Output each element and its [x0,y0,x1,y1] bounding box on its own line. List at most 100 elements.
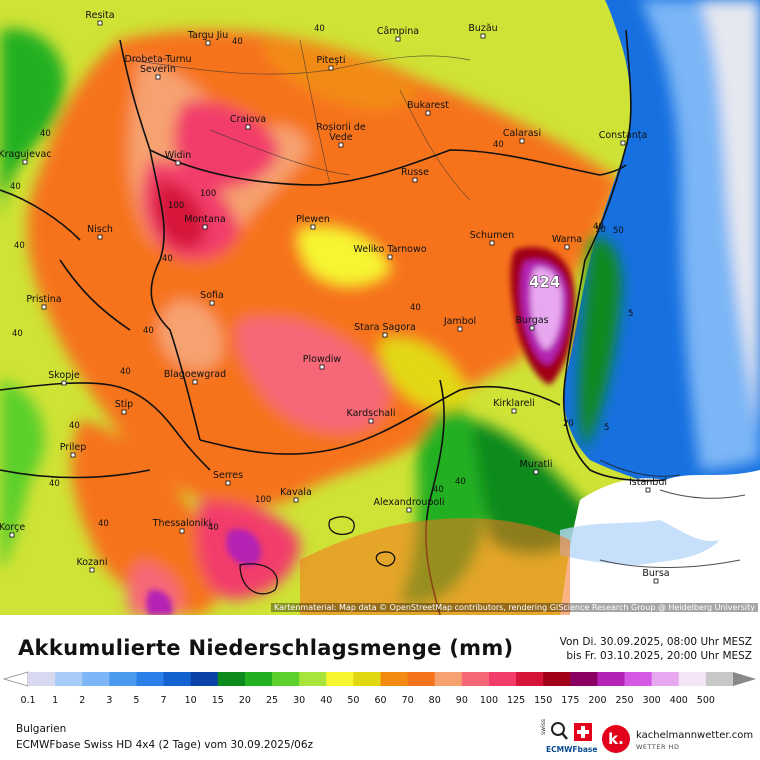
city-marker [89,567,95,573]
map-title: Akkumulierte Niederschlagsmenge (mm) [18,636,514,660]
city-name: Pristina [26,294,61,305]
contour-label-5: 40 [143,326,154,336]
legend-swatch-22 [624,672,653,686]
city-marker [412,177,418,183]
contour-label-11: 40 [410,303,421,313]
legend-tick-24: 400 [669,695,688,706]
legend-swatch-11 [326,672,354,686]
contour-label-14: 40 [493,140,504,150]
city-name: Sofia [200,290,224,301]
legend-tick-8: 20 [238,695,251,706]
city-marker [245,124,251,130]
city-name: Weliko Tarnowo [353,244,426,255]
ecmwf-text: ECMWFbase [546,745,598,754]
city-name: Kozani [76,557,107,568]
city-name: Kragujevac [0,149,52,160]
city-37: Korçe [0,522,25,538]
contour-label-6: 40 [12,329,23,339]
city-marker [395,36,401,42]
legend-swatch-0 [28,672,56,686]
legend-tick-21: 200 [588,695,607,706]
legend-ticks: 0.1 1 2 3 5 7 10 15 20 25 30 40 50 60 70 80 90 100 125 150 1… [0,695,760,709]
city-marker [319,364,325,370]
legend-arrow-left [2,671,29,687]
city-marker [121,409,127,415]
legend-swatch-13 [380,672,409,686]
kachelmann-logo-icon: k. [602,725,630,753]
city-marker [205,40,211,46]
legend-tick-13: 60 [374,695,387,706]
contour-labels: 40 40 40 40 40 40 40 40 40 40 40 40 40 40 40 40 40 40 100 1… [10,24,633,533]
city-marker [480,33,486,39]
city-name: Buzău [468,23,497,34]
city-name: Skopje [48,370,80,381]
city-marker [209,300,215,306]
city-marker [293,497,299,503]
city-name: Pitești [316,55,345,66]
city-marker [457,326,463,332]
city-name: Widin [165,150,192,161]
city-24: Stara Sagora [354,322,416,338]
city-29: Kirklareli [493,398,535,414]
legend-swatch-24 [678,672,707,686]
legend-tick-23: 300 [642,695,661,706]
city-name: Thessaloniki [152,518,212,529]
region-name: Bulgarien [16,723,67,735]
precipitation-map: 40 40 40 40 40 40 40 40 40 40 40 40 40 40 40 40 40 40 100 1… [0,0,760,615]
legend-swatch-5 [163,672,192,686]
legend-swatch-18 [516,672,544,686]
country-borders [0,39,627,615]
legend-swatch-9 [272,672,300,686]
city-11: Kragujevac [0,149,52,165]
city-1: Targu Jiu [187,30,228,46]
city-marker [489,240,495,246]
legend-tick-16: 90 [455,695,468,706]
city-7: Craiova [230,114,266,130]
city-marker [387,254,393,260]
legend-tick-14: 70 [401,695,414,706]
city-marker [97,20,103,26]
city-marker [61,380,67,386]
contour-label-2: 40 [10,182,21,192]
extreme-core [146,247,575,615]
legend-swatch-17 [488,672,517,686]
city-name: Stara Sagora [354,322,416,333]
city-39: Kozani [76,557,108,573]
city-marker [519,138,525,144]
city-name: Serres [213,470,243,481]
legend-swatch-12 [353,672,381,686]
legend-tick-10: 30 [293,695,306,706]
city-name: Muratli [520,459,553,470]
city-marker [175,160,181,166]
legend-tick-22: 250 [615,695,634,706]
city-marker [529,325,535,331]
city-35: Kavala [280,487,312,503]
city-17: Weliko Tarnowo [353,244,427,260]
city-40: Bursa [642,568,670,584]
city-27: Blagoewgrad [164,369,226,385]
legend-tick-9: 25 [265,695,279,706]
city-marker [564,244,570,250]
city-name: Drobeta-Turnu Severin [125,54,192,75]
legend-tick-4: 5 [133,695,140,706]
city-marker [382,332,388,338]
contour-label-19: 100 [168,201,184,211]
city-20: Sofia [200,290,224,306]
city-marker [179,528,185,534]
city-name: Kirklareli [493,398,535,409]
city-name: Kavala [280,487,312,498]
city-name: Targu Jiu [187,30,228,41]
city-marker [155,74,161,80]
city-8: Roșiorii de Vede [316,122,366,148]
city-marker [511,408,517,414]
legend-tick-12: 50 [347,695,360,706]
city-38: Thessaloniki [152,518,212,534]
legend-tick-6: 10 [184,695,197,706]
contour-label-22: 5 [628,309,633,319]
city-12: Widin [165,150,192,166]
contour-label-7: 40 [120,367,131,377]
contour-label-16: 40 [314,24,325,34]
legend-tick-5: 7 [160,695,167,706]
legend-swatch-7 [217,672,246,686]
legend-swatch-21 [597,672,626,686]
